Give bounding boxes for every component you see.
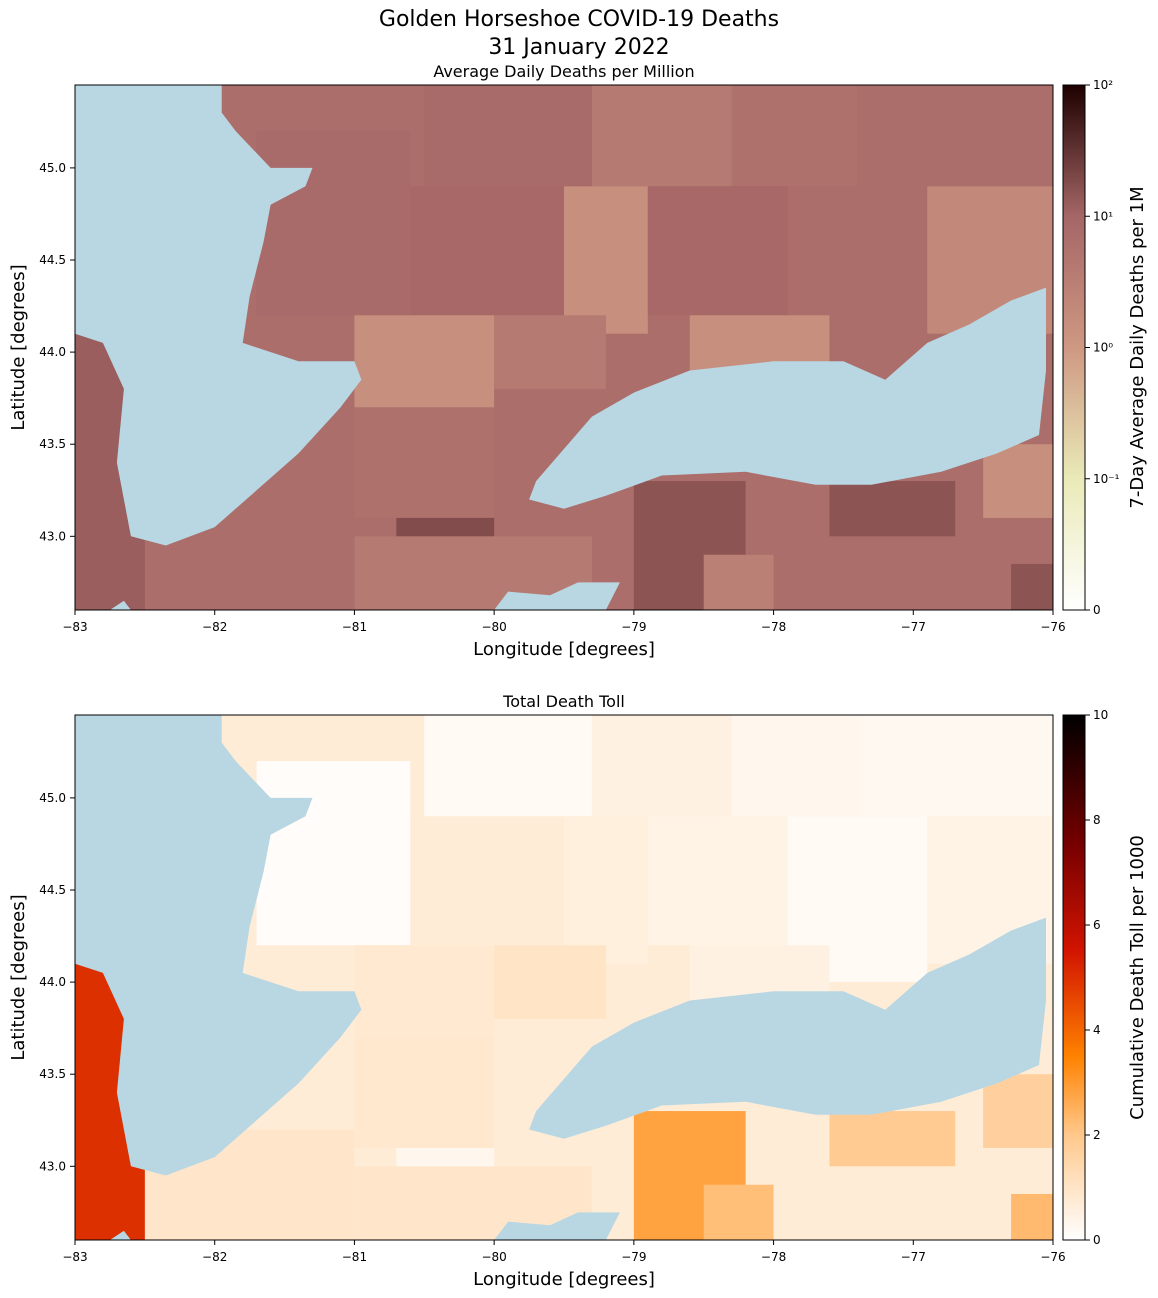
panel2-region bbox=[564, 816, 648, 964]
panel1-ytick-label: 44.5 bbox=[39, 253, 66, 267]
panel2-colorbar-tick-label: 2 bbox=[1093, 1128, 1101, 1142]
panel1-lake-ontario bbox=[529, 287, 1046, 509]
panel1-colorbar bbox=[1062, 84, 1086, 611]
panel2-ytick-label: 43.5 bbox=[39, 1067, 66, 1081]
panel2-colorbar-tick-label: 4 bbox=[1093, 1023, 1101, 1037]
panel2-region bbox=[703, 1184, 774, 1240]
panel1-xtick-label: −76 bbox=[1040, 620, 1065, 634]
panel1-region bbox=[354, 407, 495, 518]
panel1-region bbox=[731, 85, 858, 187]
panel2-colorbar bbox=[1062, 714, 1086, 1241]
panel2-xtick-label: −82 bbox=[202, 1250, 227, 1264]
panel1-region bbox=[591, 85, 732, 187]
panel2-xtick-label: −79 bbox=[621, 1250, 646, 1264]
panel1-xtick-label: −80 bbox=[481, 620, 506, 634]
panel2-colorbar-label: Cumulative Death Toll per 1000 bbox=[1127, 835, 1148, 1120]
panel1-ylabel: Latitude [degrees] bbox=[8, 264, 29, 430]
panel2-xtick-label: −77 bbox=[901, 1250, 926, 1264]
panel1-xtick-label: −78 bbox=[761, 620, 786, 634]
panel2-xtick-label: −83 bbox=[62, 1250, 87, 1264]
panel2-region bbox=[256, 761, 411, 946]
panel1-xlabel: Longitude [degrees] bbox=[473, 639, 655, 660]
panel1-region bbox=[410, 186, 564, 316]
figure-title-line2: 31 January 2022 bbox=[488, 35, 670, 60]
panel1-colorbar-tick-label: 10¹ bbox=[1093, 209, 1113, 223]
panel2-region bbox=[857, 715, 1053, 817]
panel2-xtick-label: −81 bbox=[342, 1250, 367, 1264]
panel1-xtick-label: −82 bbox=[202, 620, 227, 634]
figure-title-line1: Golden Horseshoe COVID-19 Deaths bbox=[378, 7, 780, 32]
panel1-region bbox=[354, 315, 495, 408]
panel1-region bbox=[857, 85, 1053, 187]
panel1-region bbox=[256, 131, 411, 316]
panel1-region bbox=[647, 186, 788, 316]
panel1-title: Average Daily Deaths per Million bbox=[433, 62, 694, 81]
panel2-region bbox=[647, 816, 788, 946]
panel1-xtick-label: −77 bbox=[901, 620, 926, 634]
panel2-colorbar-tick-label: 8 bbox=[1093, 813, 1101, 827]
panel2-ylabel: Latitude [degrees] bbox=[8, 894, 29, 1060]
panel2-region bbox=[983, 1074, 1053, 1148]
panel1-ytick-label: 44.0 bbox=[39, 345, 66, 359]
panel1-region bbox=[703, 554, 774, 610]
panel1-lake-erie-west bbox=[109, 600, 131, 610]
panel2-lake-ontario bbox=[529, 917, 1046, 1139]
panel1-axes-frame bbox=[74, 84, 1054, 611]
panel2-lake-erie-west bbox=[109, 1230, 131, 1240]
panel1-xtick-label: −81 bbox=[342, 620, 367, 634]
panel2-region bbox=[1011, 1193, 1053, 1240]
panel2-lake-erie bbox=[494, 1212, 620, 1240]
panel2-map bbox=[75, 715, 1053, 1240]
panel2-xtick-label: −78 bbox=[761, 1250, 786, 1264]
panel1-map bbox=[75, 85, 1053, 610]
panel2-title: Total Death Toll bbox=[502, 692, 625, 711]
panel2-region bbox=[494, 945, 606, 1019]
panel1-region bbox=[1011, 563, 1053, 610]
panel2-colorbar-tick-label: 10 bbox=[1093, 708, 1108, 722]
panel1-xtick-label: −79 bbox=[621, 620, 646, 634]
panel2-region bbox=[354, 1037, 495, 1148]
panel2-region bbox=[424, 715, 592, 817]
panel2-ytick-label: 44.5 bbox=[39, 883, 66, 897]
panel1-region bbox=[564, 186, 648, 334]
panel2-ytick-label: 43.0 bbox=[39, 1159, 66, 1173]
panel1-region bbox=[424, 85, 592, 187]
panel1-region bbox=[829, 481, 956, 537]
panel1-region bbox=[983, 444, 1053, 518]
panel1-colorbar-tick-label: 10⁻¹ bbox=[1093, 472, 1120, 486]
panel2-xlabel: Longitude [degrees] bbox=[473, 1269, 655, 1290]
panel1-ytick-label: 45.0 bbox=[39, 161, 66, 175]
panel2-colorbar-tick-label: 6 bbox=[1093, 918, 1101, 932]
panel2-region bbox=[591, 715, 732, 817]
panel2-region bbox=[731, 715, 858, 817]
panel1-ytick-label: 43.5 bbox=[39, 437, 66, 451]
panel2-colorbar-tick-label: 0 bbox=[1093, 1233, 1101, 1247]
panel2-axes-frame bbox=[74, 714, 1054, 1241]
panel1-colorbar-tick-label: 10² bbox=[1093, 78, 1113, 92]
panel1-colorbar-tick-label: 0 bbox=[1093, 603, 1101, 617]
panel2-region bbox=[410, 816, 564, 946]
panel1-lake-erie bbox=[494, 582, 620, 610]
panel2-xtick-label: −80 bbox=[481, 1250, 506, 1264]
panel1-lake-huron-georgian-bay bbox=[75, 85, 362, 546]
panel2-region bbox=[829, 1111, 956, 1167]
panel1-ytick-label: 43.0 bbox=[39, 529, 66, 543]
panel2-ytick-label: 45.0 bbox=[39, 791, 66, 805]
panel1-xtick-label: −83 bbox=[62, 620, 87, 634]
panel1-colorbar-tick-label: 10⁰ bbox=[1093, 341, 1113, 355]
panel2-xtick-label: −76 bbox=[1040, 1250, 1065, 1264]
panel1-colorbar-label: 7-Day Average Daily Deaths per 1M bbox=[1127, 186, 1148, 508]
panel2-lake-huron-georgian-bay bbox=[75, 715, 362, 1176]
panel1-region bbox=[494, 315, 606, 389]
panel2-ytick-label: 44.0 bbox=[39, 975, 66, 989]
panel2-region bbox=[354, 945, 495, 1038]
